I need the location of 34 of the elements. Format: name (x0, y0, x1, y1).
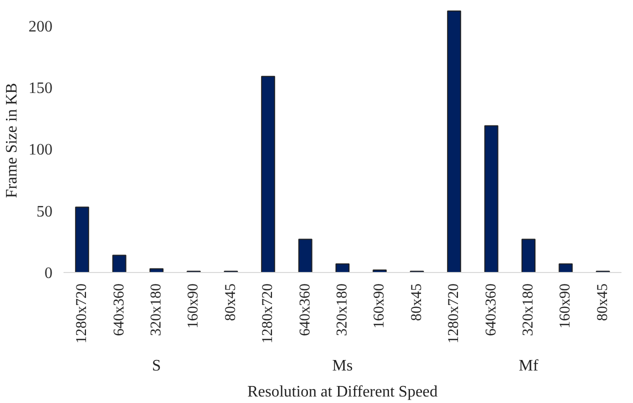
x-tick-label: 80x45 (408, 284, 425, 321)
bar (75, 206, 90, 272)
bar (447, 10, 462, 272)
x-axis-title: Resolution at Different Speed (247, 384, 438, 400)
x-tick-label: 640x360 (483, 284, 500, 336)
x-tick-label: 640x360 (111, 284, 128, 336)
x-tick-label: 1280x720 (74, 284, 90, 344)
bar (112, 254, 126, 272)
x-tick-label: 1280x720 (260, 284, 276, 344)
x-tick-label: 160x90 (558, 284, 574, 328)
bar (484, 125, 498, 272)
x-tick-label: 320x180 (334, 284, 350, 336)
bar (558, 263, 573, 272)
bar (521, 238, 536, 272)
bar (261, 76, 276, 272)
y-tick-label: 50 (36, 203, 52, 220)
x-tick-label: 80x45 (594, 284, 611, 321)
x-tick-label: 640x360 (297, 284, 314, 336)
x-tick-label: 320x180 (520, 284, 536, 336)
y-tick-label: 200 (28, 18, 52, 36)
bar (298, 238, 312, 272)
text: Ms (332, 358, 353, 374)
y-tick-label: 150 (28, 80, 52, 97)
x-tick-label: 1280x720 (446, 284, 462, 344)
x-tick-label: 160x90 (186, 284, 202, 328)
x-tick-label: 160x90 (372, 284, 388, 328)
y-tick-label: 0 (44, 265, 52, 282)
y-tick-label: 100 (28, 142, 52, 159)
x-tick-label: 80x45 (222, 284, 239, 321)
bar (335, 263, 350, 272)
x-tick-label: 320x180 (148, 284, 164, 336)
y-axis-title: Frame Size in KB (4, 82, 20, 198)
text: Mf (518, 358, 539, 374)
text: S (152, 358, 161, 374)
